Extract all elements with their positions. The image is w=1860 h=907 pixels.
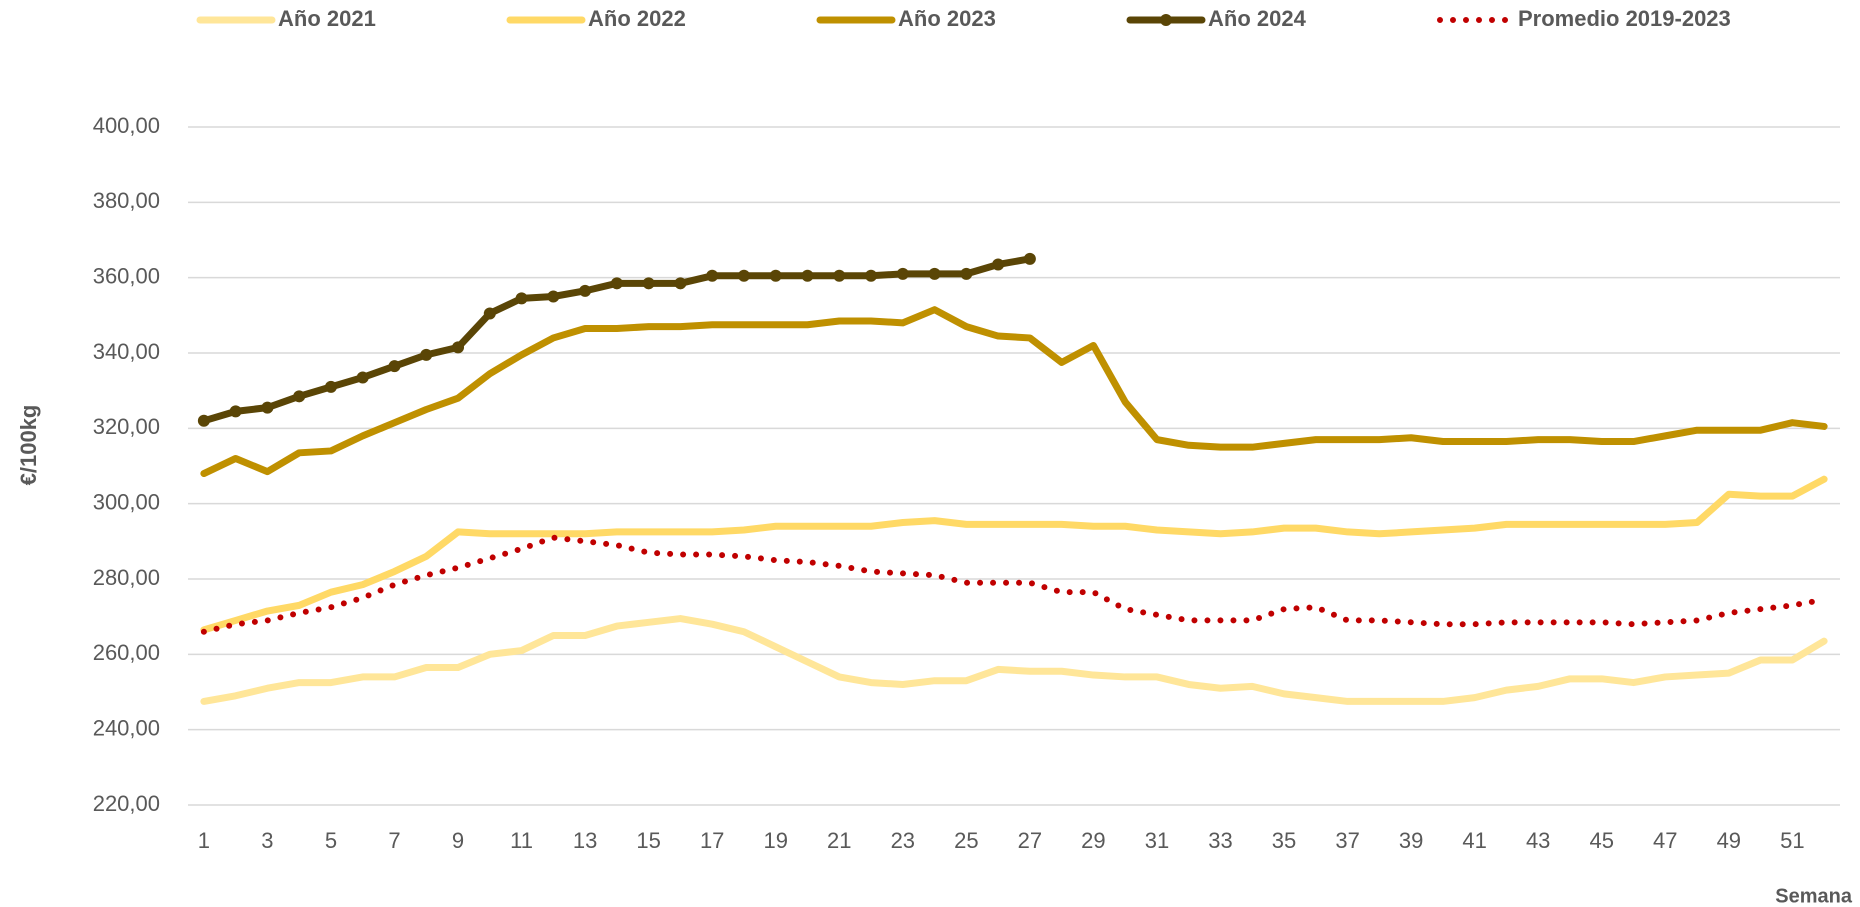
x-tick-label: 41 <box>1462 828 1486 853</box>
y-tick-label: 400,00 <box>93 113 160 138</box>
legend-marker <box>1160 14 1172 26</box>
point <box>1023 252 1036 265</box>
point <box>642 277 655 290</box>
y-tick-label: 320,00 <box>93 414 160 439</box>
x-tick-label: 31 <box>1145 828 1169 853</box>
x-tick-label: 23 <box>891 828 915 853</box>
point <box>992 258 1005 271</box>
point <box>229 405 242 418</box>
point <box>833 269 846 282</box>
x-tick-label: 33 <box>1208 828 1232 853</box>
point <box>737 269 750 282</box>
point <box>293 390 306 403</box>
point <box>769 269 782 282</box>
point <box>483 307 496 320</box>
x-tick-label: 39 <box>1399 828 1423 853</box>
point <box>324 380 337 393</box>
x-axis-label: Semana <box>1775 885 1853 907</box>
legend-label: Promedio 2019-2023 <box>1518 6 1731 31</box>
x-tick-label: 7 <box>388 828 400 853</box>
x-tick-label: 29 <box>1081 828 1105 853</box>
legend-label: Año 2022 <box>588 6 686 31</box>
y-tick-label: 220,00 <box>93 791 160 816</box>
x-tick-label: 35 <box>1272 828 1296 853</box>
x-tick-label: 25 <box>954 828 978 853</box>
point <box>865 269 878 282</box>
x-tick-label: 27 <box>1018 828 1042 853</box>
y-tick-label: 340,00 <box>93 339 160 364</box>
point <box>801 269 814 282</box>
legend-label: Año 2021 <box>278 6 376 31</box>
x-tick-label: 3 <box>261 828 273 853</box>
y-tick-label: 380,00 <box>93 188 160 213</box>
y-tick-label: 360,00 <box>93 263 160 288</box>
x-tick-label: 49 <box>1717 828 1741 853</box>
x-tick-label: 37 <box>1335 828 1359 853</box>
y-axis-label: €/100kg <box>16 405 41 486</box>
x-tick-label: 13 <box>573 828 597 853</box>
x-tick-label: 47 <box>1653 828 1677 853</box>
legend-label: Año 2023 <box>898 6 996 31</box>
series-line <box>200 615 1828 705</box>
x-tick-label: 11 <box>510 828 533 853</box>
x-tick-label: 15 <box>636 828 660 853</box>
point <box>452 341 465 354</box>
point <box>261 401 274 414</box>
point <box>610 277 623 290</box>
point <box>928 267 941 280</box>
y-tick-label: 280,00 <box>93 565 160 590</box>
y-tick-label: 300,00 <box>93 489 160 514</box>
x-tick-label: 19 <box>763 828 787 853</box>
point <box>356 371 369 384</box>
x-tick-label: 21 <box>827 828 851 853</box>
legend-label: Año 2024 <box>1208 6 1307 31</box>
series-line <box>200 475 1828 634</box>
point <box>896 267 909 280</box>
x-tick-label: 5 <box>325 828 337 853</box>
y-tick-label: 260,00 <box>93 640 160 665</box>
point <box>674 277 687 290</box>
x-tick-label: 45 <box>1589 828 1613 853</box>
point <box>388 360 401 373</box>
y-tick-label: 240,00 <box>93 715 160 740</box>
point <box>197 414 210 427</box>
x-tick-label: 51 <box>1780 828 1804 853</box>
series-line <box>200 306 1828 478</box>
x-tick-label: 17 <box>700 828 724 853</box>
x-tick-label: 1 <box>198 828 210 853</box>
point <box>579 284 592 297</box>
point <box>706 269 719 282</box>
point <box>547 290 560 303</box>
point <box>515 292 528 305</box>
point <box>960 267 973 280</box>
x-tick-label: 9 <box>452 828 464 853</box>
series-line <box>200 534 1828 635</box>
x-tick-label: 43 <box>1526 828 1550 853</box>
point <box>420 348 433 361</box>
